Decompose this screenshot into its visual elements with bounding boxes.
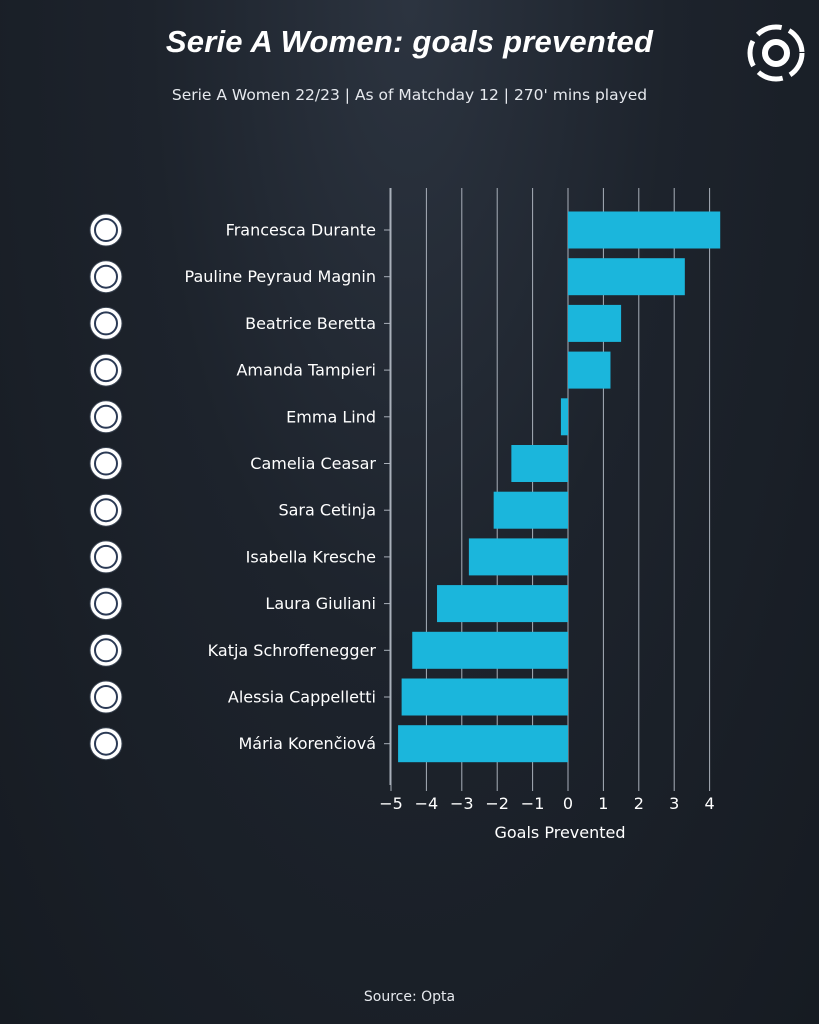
- bar: [401, 678, 568, 716]
- fiorentina-crest-icon: [89, 633, 123, 667]
- pomigliano-shield-icon: [89, 306, 123, 340]
- league-logo-icon: [747, 24, 805, 82]
- sampdoria-crest-icon: [89, 353, 123, 387]
- x-tick-label: −1: [521, 794, 545, 813]
- x-tick-label: −4: [415, 794, 439, 813]
- player-name-label: Beatrice Beretta: [245, 314, 376, 333]
- bar: [437, 585, 568, 623]
- roma-crest-icon: [89, 447, 123, 480]
- bar: [568, 211, 721, 249]
- goals-prevented-chart: −5 −4 −3 −2 −1 0 1 2 3 4 Francesca Durante Pauline …: [89, 188, 721, 842]
- source-note: Source: Opta: [363, 989, 456, 1005]
- player-name-label: Mária Korenčiová: [238, 734, 376, 753]
- bar: [511, 445, 568, 482]
- bar: [493, 491, 568, 529]
- bar: [568, 304, 622, 342]
- x-tick-label: 4: [705, 794, 715, 813]
- player-name-label: Amanda Tampieri: [236, 361, 376, 380]
- x-tick-label: −5: [379, 794, 403, 813]
- player-name-label: Isabella Kresche: [246, 547, 376, 566]
- x-axis-label: Goals Prevented: [494, 823, 625, 842]
- parma-crest-icon: [89, 680, 123, 714]
- player-name-label: Laura Giuliani: [265, 594, 376, 613]
- chart-subtitle: Serie A Women 22/23 | As of Matchday 12 …: [171, 86, 648, 104]
- bar: [560, 398, 568, 436]
- x-tick-label: 1: [598, 794, 608, 813]
- inter-crest-icon: [89, 213, 123, 247]
- milan-crest-icon: [89, 587, 123, 621]
- player-name-label: Pauline Peyraud Magnin: [185, 267, 376, 286]
- player-name-label: Sara Cetinja: [278, 501, 376, 520]
- x-tick-label: −3: [450, 794, 474, 813]
- roma-crest-icon: [89, 400, 123, 434]
- juventus-crest-icon: [89, 260, 123, 294]
- bar: [468, 538, 568, 576]
- bar: [568, 258, 685, 296]
- x-tick-label: 0: [563, 794, 573, 813]
- x-tick-label: 3: [669, 794, 679, 813]
- bar: [412, 631, 568, 669]
- x-tick-label: −2: [485, 794, 509, 813]
- player-name-label: Francesca Durante: [226, 221, 376, 240]
- x-tick-label: 2: [634, 794, 644, 813]
- player-name-label: Camelia Ceasar: [250, 454, 376, 473]
- bar: [398, 725, 568, 763]
- sassuolo-crest-icon: [89, 540, 123, 574]
- pomigliano-crest-icon: [89, 493, 123, 527]
- pomigliano-shield-icon: [89, 727, 123, 761]
- player-name-label: Alessia Cappelletti: [228, 688, 376, 707]
- player-name-label: Katja Schroffenegger: [208, 641, 377, 660]
- chart-title: Serie A Women: goals prevented: [165, 24, 654, 59]
- player-name-label: Emma Lind: [286, 407, 376, 426]
- bar: [568, 351, 611, 389]
